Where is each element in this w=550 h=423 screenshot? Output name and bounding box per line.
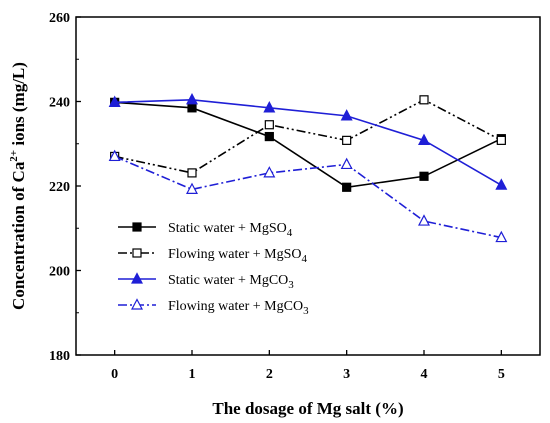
legend-label-subscript-0: 4	[287, 227, 293, 239]
series-1-point-2	[264, 120, 274, 130]
series-3	[108, 149, 508, 243]
legend-item-0: Static water + MgSO4	[118, 221, 293, 239]
legend-item-1: Flowing water + MgSO4	[118, 247, 308, 265]
series-0-point-2	[264, 131, 274, 142]
legend-label-main-0: Static water + MgSO	[168, 221, 287, 236]
series-3-line	[114, 155, 502, 239]
x-tick-label-4: 4	[421, 367, 428, 382]
legend-marker-3	[131, 298, 143, 310]
legend-label-1: Flowing water + MgSO4	[168, 247, 308, 265]
legend-item-2: Static water + MgCO3	[118, 272, 294, 291]
x-tick-label-3: 3	[343, 367, 350, 382]
x-axis-title: The dosage of Mg salt (%)	[212, 399, 403, 418]
x-tick-label-0: 0	[111, 367, 118, 382]
legend-label-main-3: Flowing water + MgCO	[168, 299, 303, 314]
x-tick-label-1: 1	[189, 367, 196, 382]
y-tick-label-3: 240	[49, 96, 70, 111]
series-2-line	[114, 99, 502, 186]
legend-label-0: Static water + MgSO4	[168, 221, 293, 239]
legend-label-2: Static water + MgCO3	[168, 273, 294, 291]
plot-marks	[108, 93, 508, 243]
series-3-point-1	[186, 182, 198, 194]
series-1-point-3	[342, 135, 352, 145]
axes: 0 1 2 3 4 5 180 200 220 240 260	[49, 11, 541, 382]
series-3-point-2	[263, 166, 276, 178]
series-0-point-4	[419, 171, 429, 181]
y-axis-title-main: Concentration of Ca	[9, 161, 28, 310]
legend-item-3: Flowing water + MgCO3	[118, 298, 309, 317]
series-0-line	[114, 101, 502, 189]
series-1-point-1	[187, 168, 197, 178]
series-3-point-3	[340, 157, 353, 170]
series-2	[108, 93, 508, 190]
y-tick-label-1: 200	[49, 265, 70, 280]
series-3-point-5	[495, 230, 508, 243]
series-1-point-5	[496, 135, 506, 145]
legend-label-subscript-2: 3	[288, 279, 294, 291]
series-1-point-4	[419, 95, 429, 105]
legend-marker-1	[132, 248, 142, 258]
series-2-point-2	[263, 101, 276, 113]
y-tick-label-2: 220	[49, 180, 70, 195]
series-2-point-1	[186, 93, 198, 105]
legend-marker-0	[132, 222, 142, 232]
series-0-point-3	[342, 182, 352, 192]
legend-label-subscript-3: 3	[303, 305, 309, 317]
series-3-point-0	[108, 149, 121, 162]
legend-label-subscript-1: 4	[302, 253, 308, 265]
legend-label-main-1: Flowing water + MgSO	[168, 247, 302, 262]
series-2-point-3	[340, 109, 353, 121]
series-0-point-1	[187, 103, 197, 113]
series-2-point-0	[108, 95, 121, 107]
legend-label-main-2: Static water + MgCO	[168, 273, 288, 288]
y-axis-title-suffix: ions (mg/L)	[9, 62, 28, 150]
legend-marker-2	[131, 272, 143, 284]
y-axis-title-superscript: 2+	[8, 150, 20, 162]
series-2-point-5	[495, 178, 508, 190]
y-tick-label-4: 260	[49, 11, 70, 26]
x-tick-label-5: 5	[498, 367, 505, 382]
y-tick-label-0: 180	[49, 349, 70, 364]
series-2-point-4	[418, 133, 430, 145]
series-3-point-4	[418, 214, 430, 226]
legend-label-3: Flowing water + MgCO3	[168, 299, 309, 317]
x-tick-label-2: 2	[266, 367, 273, 382]
y-axis-title: Concentration of Ca2+ ions (mg/L)	[8, 62, 28, 310]
